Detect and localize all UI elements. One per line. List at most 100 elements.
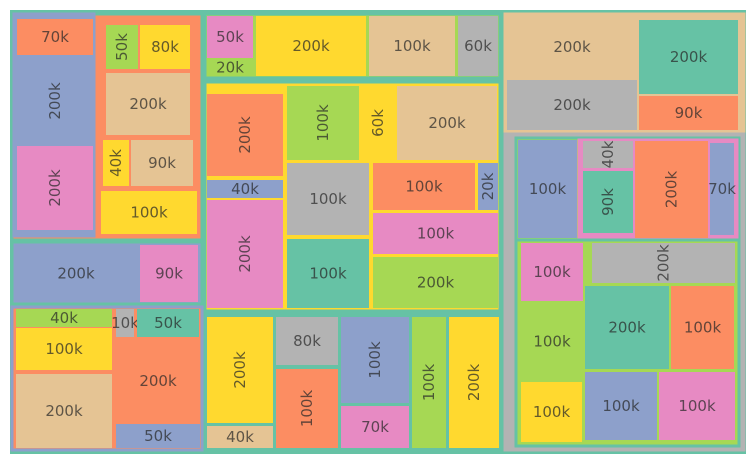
treemap-cell-label: 100k (684, 319, 722, 337)
treemap-cell-label: 20k (216, 59, 244, 77)
treemap-cell-label: 100k (533, 403, 571, 421)
treemap-cell (276, 317, 338, 365)
treemap-cell (449, 317, 499, 448)
treemap-cell-label: 200k (231, 351, 249, 389)
treemap-cell (106, 25, 138, 69)
treemap-cell (373, 213, 498, 254)
treemap-cell-label: 200k (465, 364, 483, 402)
treemap-cell (478, 163, 498, 210)
treemap-cell (659, 372, 735, 440)
treemap-cell-label: 90k (155, 265, 183, 283)
treemap-cell-label: 100k (298, 390, 316, 428)
treemap-cell-label: 40k (226, 428, 254, 446)
treemap-cell (207, 59, 253, 76)
treemap-cell-label: 200k (670, 48, 708, 66)
treemap-cell-label: 100k (309, 190, 347, 208)
treemap-cell (101, 191, 197, 234)
treemap-cell-label: 200k (46, 82, 64, 120)
treemap-cell-label: 200k (417, 274, 455, 292)
treemap-cell-label: 200k (129, 95, 167, 113)
treemap-cell-label: 200k (553, 96, 591, 114)
treemap-cell (507, 80, 637, 130)
treemap-cell (341, 317, 409, 403)
treemap-cell-label: 200k (608, 319, 646, 337)
treemap-cell-label: 100k (533, 263, 571, 281)
treemap-cell-label: 40k (50, 309, 78, 327)
treemap-cell (671, 286, 734, 369)
treemap-cell-label: 200k (236, 116, 254, 154)
treemap-cell-label: 200k (553, 38, 591, 56)
treemap-cell-label: 70k (41, 28, 69, 46)
treemap-cell-label: 200k (45, 402, 83, 420)
treemap-cell (17, 146, 93, 230)
treemap-cell-label: 100k (533, 333, 571, 351)
treemap-cell-label: 200k (655, 244, 673, 282)
treemap-cell-label: 100k (130, 204, 168, 222)
treemap-cell (287, 163, 369, 235)
treemap-cell-label: 50k (144, 427, 172, 445)
treemap-cell-label: 200k (428, 114, 466, 132)
treemap-cell-label: 70k (708, 180, 736, 198)
treemap-cell (16, 328, 112, 370)
treemap-cell-label: 80k (293, 332, 321, 350)
treemap-cell-label: 50k (154, 314, 182, 332)
treemap-cell (116, 341, 200, 421)
treemap-cell-label: 100k (420, 364, 438, 402)
treemap-cell (639, 96, 738, 130)
treemap-cell-label: 90k (599, 188, 617, 216)
treemap-cell-label: 40k (107, 149, 125, 177)
treemap-cell-label: 200k (663, 171, 681, 209)
treemap-cell (287, 239, 369, 308)
treemap-cell (635, 141, 708, 238)
treemap-cell (276, 369, 338, 448)
treemap-cell-label: 100k (417, 225, 455, 243)
treemap-cell (16, 309, 112, 327)
treemap-cell (256, 16, 366, 76)
treemap-cell (16, 374, 112, 448)
treemap-cell-label: 200k (46, 169, 64, 207)
treemap-cell (106, 73, 190, 135)
treemap-cell (518, 140, 577, 238)
treemap-cell-label: 100k (366, 341, 384, 379)
treemap-cell-label: 100k (678, 397, 716, 415)
treemap-cell (585, 286, 669, 369)
treemap-cell-label: 40k (599, 140, 617, 168)
treemap-cell-label: 100k (314, 104, 332, 142)
treemap-cell (17, 19, 93, 55)
treemap-cell-label: 100k (602, 397, 640, 415)
treemap-cell-label: 200k (236, 235, 254, 273)
treemap-cell (397, 86, 497, 160)
treemap-cell (412, 317, 446, 448)
treemap-cell-label: 10k (111, 314, 139, 332)
treemap-cell (583, 141, 633, 168)
treemap-cell-label: 200k (57, 265, 95, 283)
treemap-cell-label: 100k (405, 178, 443, 196)
treemap-cell (521, 303, 583, 380)
treemap-cell-label: 100k (393, 37, 431, 55)
treemap-cell-label: 100k (529, 180, 567, 198)
treemap-cell (373, 257, 498, 308)
treemap-cell (137, 309, 199, 337)
treemap-cell-label: 200k (292, 37, 330, 55)
treemap-cell (131, 140, 193, 186)
treemap-cell-label: 50k (216, 28, 244, 46)
treemap-cell-label: 20k (479, 172, 497, 200)
treemap-cell (207, 180, 283, 198)
treemap-cell (207, 426, 273, 448)
treemap-cell-label: 90k (148, 154, 176, 172)
treemap-cell-label: 40k (231, 180, 259, 198)
treemap-cell-label: 60k (464, 37, 492, 55)
treemap-cell (373, 163, 475, 210)
treemap-cell-label: 80k (151, 38, 179, 56)
treemap-cell-label: 60k (369, 109, 387, 137)
treemap-cell-label: 50k (113, 33, 131, 61)
treemap-cell (361, 86, 395, 160)
treemap-cell-label: 100k (309, 265, 347, 283)
treemap-cell (585, 372, 657, 440)
treemap-cell (369, 16, 455, 76)
treemap-cell (710, 143, 734, 235)
treemap-cell (116, 309, 134, 337)
treemap-cell (140, 25, 190, 69)
